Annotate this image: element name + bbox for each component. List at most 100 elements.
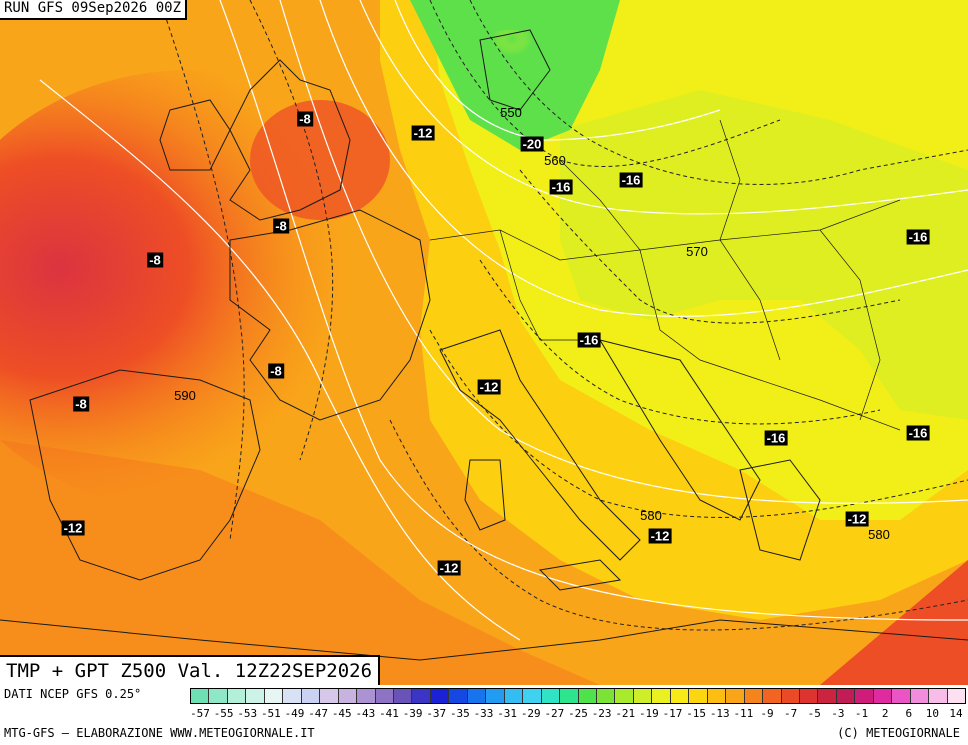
scale-tick-label: -5: [807, 707, 821, 720]
gpt-label: 550: [500, 105, 522, 120]
scale-tick-label: -3: [831, 707, 845, 720]
temp-label: -8: [297, 111, 313, 127]
color-swatch: [855, 689, 874, 703]
temp-label: -20: [520, 136, 544, 152]
color-swatch: [615, 689, 634, 703]
color-scale-ticks: -57 -55 -53 -51 -49 -47 -45 -43 -41 -39 -37 -35 -33-…: [190, 707, 966, 721]
scale-tick-label: -47: [308, 707, 329, 720]
coastline-balkans: [598, 339, 761, 521]
isohypse: [39, 79, 521, 641]
color-swatch: [430, 689, 450, 703]
coastline-iberia: [29, 369, 261, 581]
color-swatch: [744, 689, 764, 703]
color-scale: [190, 688, 966, 704]
scale-tick-label: -29: [520, 707, 541, 720]
scale-tick-label: -19: [638, 707, 659, 720]
scale-tick-label: -49: [284, 707, 305, 720]
gpt-label: 570: [686, 244, 708, 259]
scale-tick-label: -37: [426, 707, 447, 720]
scale-tick-label: -35: [449, 707, 470, 720]
scale-tick-label: -27: [544, 707, 565, 720]
coastline-uk: [229, 59, 351, 221]
scale-tick-label: -53: [237, 707, 258, 720]
temp-label: -12: [648, 528, 672, 544]
temp-label: -16: [619, 172, 643, 188]
scale-tick-label: -45: [331, 707, 352, 720]
color-swatch: [560, 689, 579, 703]
color-swatch: [670, 689, 690, 703]
scale-tick-label: -7: [784, 707, 798, 720]
temp-label: -12: [437, 560, 461, 576]
scale-tick-label: 6: [905, 707, 913, 720]
coastline-france: [229, 209, 431, 421]
gpt-label: 580: [640, 508, 662, 523]
isohypses: [39, 0, 968, 641]
scale-tick-label: 14: [949, 707, 963, 720]
isotherm: [159, 0, 245, 541]
isotherm: [389, 419, 968, 631]
temp-label: -8: [268, 363, 284, 379]
border: [819, 229, 881, 421]
color-swatch: [818, 689, 837, 703]
color-swatch: [357, 689, 376, 703]
color-swatch: [504, 689, 524, 703]
scale-tick-label: -23: [591, 707, 612, 720]
temp-label: -12: [845, 511, 869, 527]
coastlines: [0, 29, 968, 661]
scale-tick-label: -57: [190, 707, 210, 720]
isotherm: [249, 0, 334, 461]
weather-map: RUN GFS 09Sep2026 00Z -8 -12 -20 -16 -16…: [0, 0, 968, 685]
isotherms: [159, 0, 968, 631]
isotherm: [429, 0, 781, 167]
temp-label: -8: [273, 218, 289, 234]
coastline-sicily: [538, 559, 622, 591]
color-swatch: [596, 689, 616, 703]
color-swatch: [283, 689, 302, 703]
field-yellowgreen: [560, 90, 968, 420]
temp-label: -12: [477, 379, 501, 395]
scale-tick-label: -15: [686, 707, 707, 720]
color-swatch: [393, 689, 413, 703]
coastline-denmark: [479, 29, 551, 111]
credits: MTG-GFS — ELABORAZIONE WWW.METEOGIORNALE…: [4, 726, 315, 740]
isohypse: [219, 0, 968, 621]
color-swatch: [209, 689, 228, 703]
color-swatch: [892, 689, 911, 703]
color-swatch: [191, 689, 210, 703]
data-source: DATI NCEP GFS 0.25°: [4, 687, 142, 701]
color-swatch: [320, 689, 339, 703]
scale-tick-label: -51: [260, 707, 281, 720]
color-swatch: [467, 689, 487, 703]
temperature-field: [0, 0, 968, 685]
coastline-ireland: [159, 99, 231, 171]
scale-tick-label: -55: [213, 707, 234, 720]
temp-label: -16: [549, 179, 573, 195]
temp-label: -12: [61, 520, 85, 536]
scale-tick-label: -33: [473, 707, 494, 720]
color-swatch: [910, 689, 930, 703]
map-title: TMP + GPT Z500 Val. 12Z22SEP2026: [0, 655, 381, 685]
gpt-label: 590: [174, 388, 196, 403]
color-swatch: [929, 689, 948, 703]
coastline-greece: [739, 459, 821, 561]
color-swatch: [541, 689, 561, 703]
isohypse: [359, 0, 968, 215]
color-swatch: [523, 689, 542, 703]
isohypse: [319, 0, 968, 318]
scale-tick-label: -21: [615, 707, 636, 720]
scale-tick-label: -25: [568, 707, 588, 720]
color-swatch: [246, 689, 265, 703]
borders: [429, 119, 901, 431]
isohypse: [279, 0, 968, 504]
temp-label: -16: [577, 332, 601, 348]
gpt-label: 580: [868, 527, 890, 542]
scale-tick-label: 2: [881, 707, 889, 720]
border: [499, 229, 600, 341]
field-red-se: [820, 560, 968, 685]
scale-tick-label: -1: [854, 707, 869, 720]
gpt-label: 560: [544, 153, 566, 168]
border: [719, 119, 781, 361]
color-swatch: [633, 689, 653, 703]
coastline-italy: [439, 329, 641, 561]
color-swatch: [338, 689, 358, 703]
